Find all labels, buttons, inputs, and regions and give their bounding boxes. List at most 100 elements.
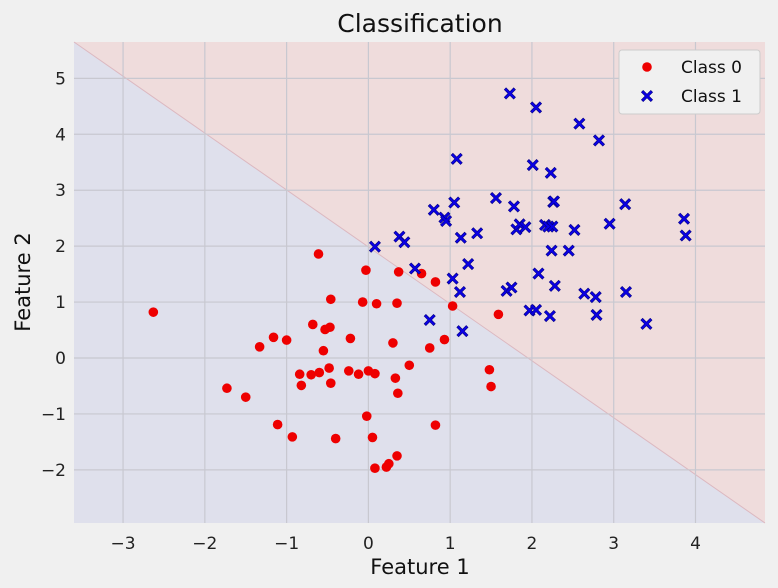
y-tick-label: 3 [55,181,66,201]
y-tick-label: 1 [55,293,66,313]
y-tick-label: −2 [41,461,66,481]
class-0-point [325,322,335,333]
y-axis-label: Feature 2 [11,232,35,331]
x-tick-label: 4 [690,534,701,554]
class-1-point [545,244,558,257]
class-0-point [439,334,450,345]
class-1-point [446,272,459,285]
class-0-point [268,332,279,343]
class-0-point [240,392,251,402]
class-1-point [679,229,692,242]
legend-class-0-label: Class 0 [681,58,742,78]
class-0-point [306,369,316,380]
class-0-point [254,342,265,352]
class-0-point [390,373,401,383]
x-tick-label: −3 [111,534,136,554]
y-tick-label: 2 [55,237,66,257]
legend-class-0-marker [642,62,652,72]
class-1-point [590,308,603,321]
class-1-point [505,281,518,294]
class-1-point [462,258,475,271]
class-1-point [640,317,653,330]
x-tick-labels: −3 −2 −1 0 1 2 3 4 [111,534,701,554]
class-0-point [367,432,378,443]
class-0-point [148,307,159,317]
class-0-point [313,249,324,259]
class-0-point [361,411,372,421]
class-0-point [430,277,441,287]
class-0-point [370,368,380,379]
class-0-point [314,367,325,378]
class-0-point [430,420,441,430]
class-0-point [384,458,394,469]
class-1-point [543,310,556,323]
class-0-point [392,451,402,461]
legend-box [618,49,761,115]
class-0-point [324,363,334,373]
class-1-point [503,87,516,100]
class-1-point [530,101,543,114]
class-1-point [548,279,561,292]
class-1-point [408,262,422,275]
class-1-point [592,134,606,147]
class-1-point [519,221,532,234]
class-0-point [392,298,402,308]
class-0-point [318,345,329,356]
class-1-point [423,313,436,326]
class-0-point [486,381,496,392]
class-1-point [454,231,467,244]
class-0-point [361,265,371,275]
x-tick-label: 2 [527,534,538,554]
class-1-point [453,285,467,299]
class-1-point [546,220,559,233]
class-0-point [325,378,336,388]
x-tick-label: 1 [445,534,456,554]
class-0-point [424,343,435,353]
class-1-point [589,291,602,304]
class-1-point [578,287,591,300]
class-0-point [307,319,318,330]
class-0-point [484,364,495,375]
class-1-point [544,166,557,179]
class-0-points [148,249,504,473]
x-tick-label: 0 [363,534,374,554]
class-0-point [296,380,307,391]
y-tick-label: 0 [55,349,66,369]
class-1-point [450,152,463,165]
x-tick-label: −2 [192,534,217,554]
class-0-point [388,338,398,348]
class-1-point [532,267,545,280]
class-0-point [222,383,232,394]
x-axis-label: Feature 1 [370,555,469,579]
class-0-point [493,309,504,320]
class-0-point [370,463,380,473]
legend: Class 0 Class 1 [618,49,761,115]
class-1-point [368,240,381,253]
y-tick-labels: −2 −1 0 1 2 3 4 5 [41,69,66,481]
y-tick-label: −1 [41,405,66,425]
class-0-point [357,297,368,307]
legend-class-1-x-shape [640,89,654,103]
legend-class-1-marker [640,89,654,103]
class-0-point [294,369,305,380]
class-0-point [353,369,364,380]
chart-title: Classification [337,9,502,38]
class-0-point [371,298,382,309]
class-0-point [345,333,356,344]
decision-boundary-line [73,41,766,524]
class-1-point [619,198,632,211]
class-0-point [330,433,341,444]
class-0-point [272,419,283,430]
class-0-point [393,267,404,277]
class-0-point [447,301,458,311]
class-1-point [507,200,520,213]
class-1-point [568,223,581,236]
class-1-point [456,325,469,338]
class-0-point [343,366,354,376]
class-0-point [325,294,336,305]
class-0-point [404,360,415,371]
class-1-point [547,195,561,208]
class-0-point [393,388,403,399]
class-0-point [281,335,292,345]
